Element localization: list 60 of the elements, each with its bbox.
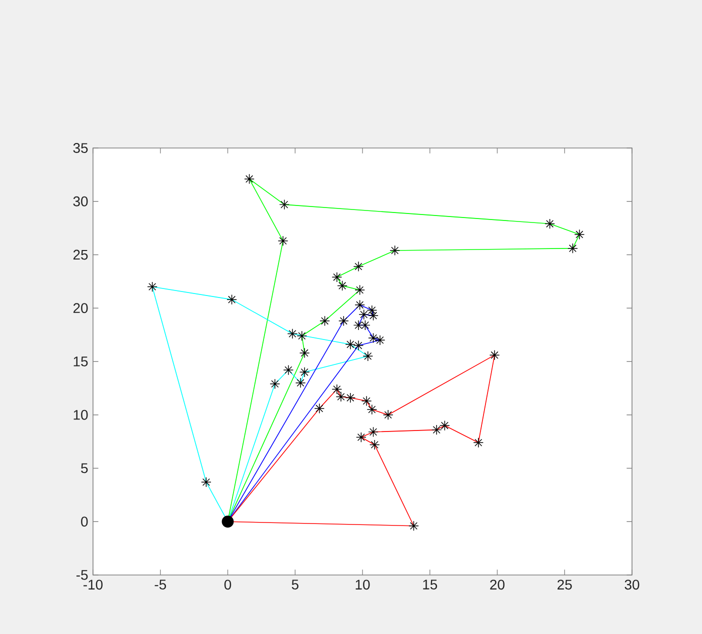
point <box>368 426 378 438</box>
point <box>366 305 378 316</box>
point <box>287 328 298 339</box>
point <box>368 332 378 344</box>
point <box>279 199 290 210</box>
point <box>299 366 310 378</box>
point <box>440 420 450 431</box>
point <box>574 229 585 240</box>
point <box>362 350 374 362</box>
point <box>354 284 365 296</box>
point <box>353 261 364 272</box>
point <box>201 476 212 488</box>
point <box>353 320 364 330</box>
x-tick-label: 20 <box>490 580 504 590</box>
point <box>374 334 386 346</box>
x-tick-label: 25 <box>558 580 572 590</box>
point <box>345 392 356 403</box>
point <box>390 245 400 256</box>
point <box>338 316 349 326</box>
point <box>360 320 370 330</box>
point <box>283 364 294 376</box>
y-tick-label: 5 <box>81 463 88 474</box>
point <box>314 403 325 414</box>
y-tick-label: 0 <box>81 516 88 527</box>
x-tick-label: 10 <box>356 580 370 590</box>
point <box>296 330 308 342</box>
point <box>147 282 158 292</box>
y-tick-label: 20 <box>73 303 88 314</box>
x-tick-label: -5 <box>154 580 166 590</box>
y-tick-label: 15 <box>74 356 88 366</box>
x-tick-label: 30 <box>624 580 640 590</box>
x-tick-label: 15 <box>423 580 438 590</box>
point <box>345 339 356 350</box>
point <box>356 432 366 442</box>
y-tick-label: 30 <box>73 196 88 206</box>
point <box>244 174 254 184</box>
point <box>382 410 394 420</box>
point <box>473 437 484 448</box>
point <box>320 316 330 326</box>
point <box>408 520 419 532</box>
point <box>295 378 306 388</box>
point <box>544 218 555 229</box>
point <box>222 516 234 528</box>
point <box>431 424 442 435</box>
point <box>278 236 288 246</box>
point <box>226 294 237 305</box>
x-tick-label: 0 <box>224 580 232 590</box>
x-tick-label: 5 <box>292 580 298 590</box>
point <box>270 378 280 390</box>
point <box>369 440 380 450</box>
point <box>489 350 500 360</box>
y-tick-label: 35 <box>73 143 88 153</box>
x-tick-label: -10 <box>84 580 103 590</box>
y-tick-label: -5 <box>76 570 88 580</box>
point <box>568 243 578 254</box>
y-tick-label: 25 <box>73 250 88 260</box>
point <box>299 348 310 358</box>
y-tick-label: 10 <box>74 410 88 420</box>
point <box>353 340 364 351</box>
point <box>368 310 378 321</box>
